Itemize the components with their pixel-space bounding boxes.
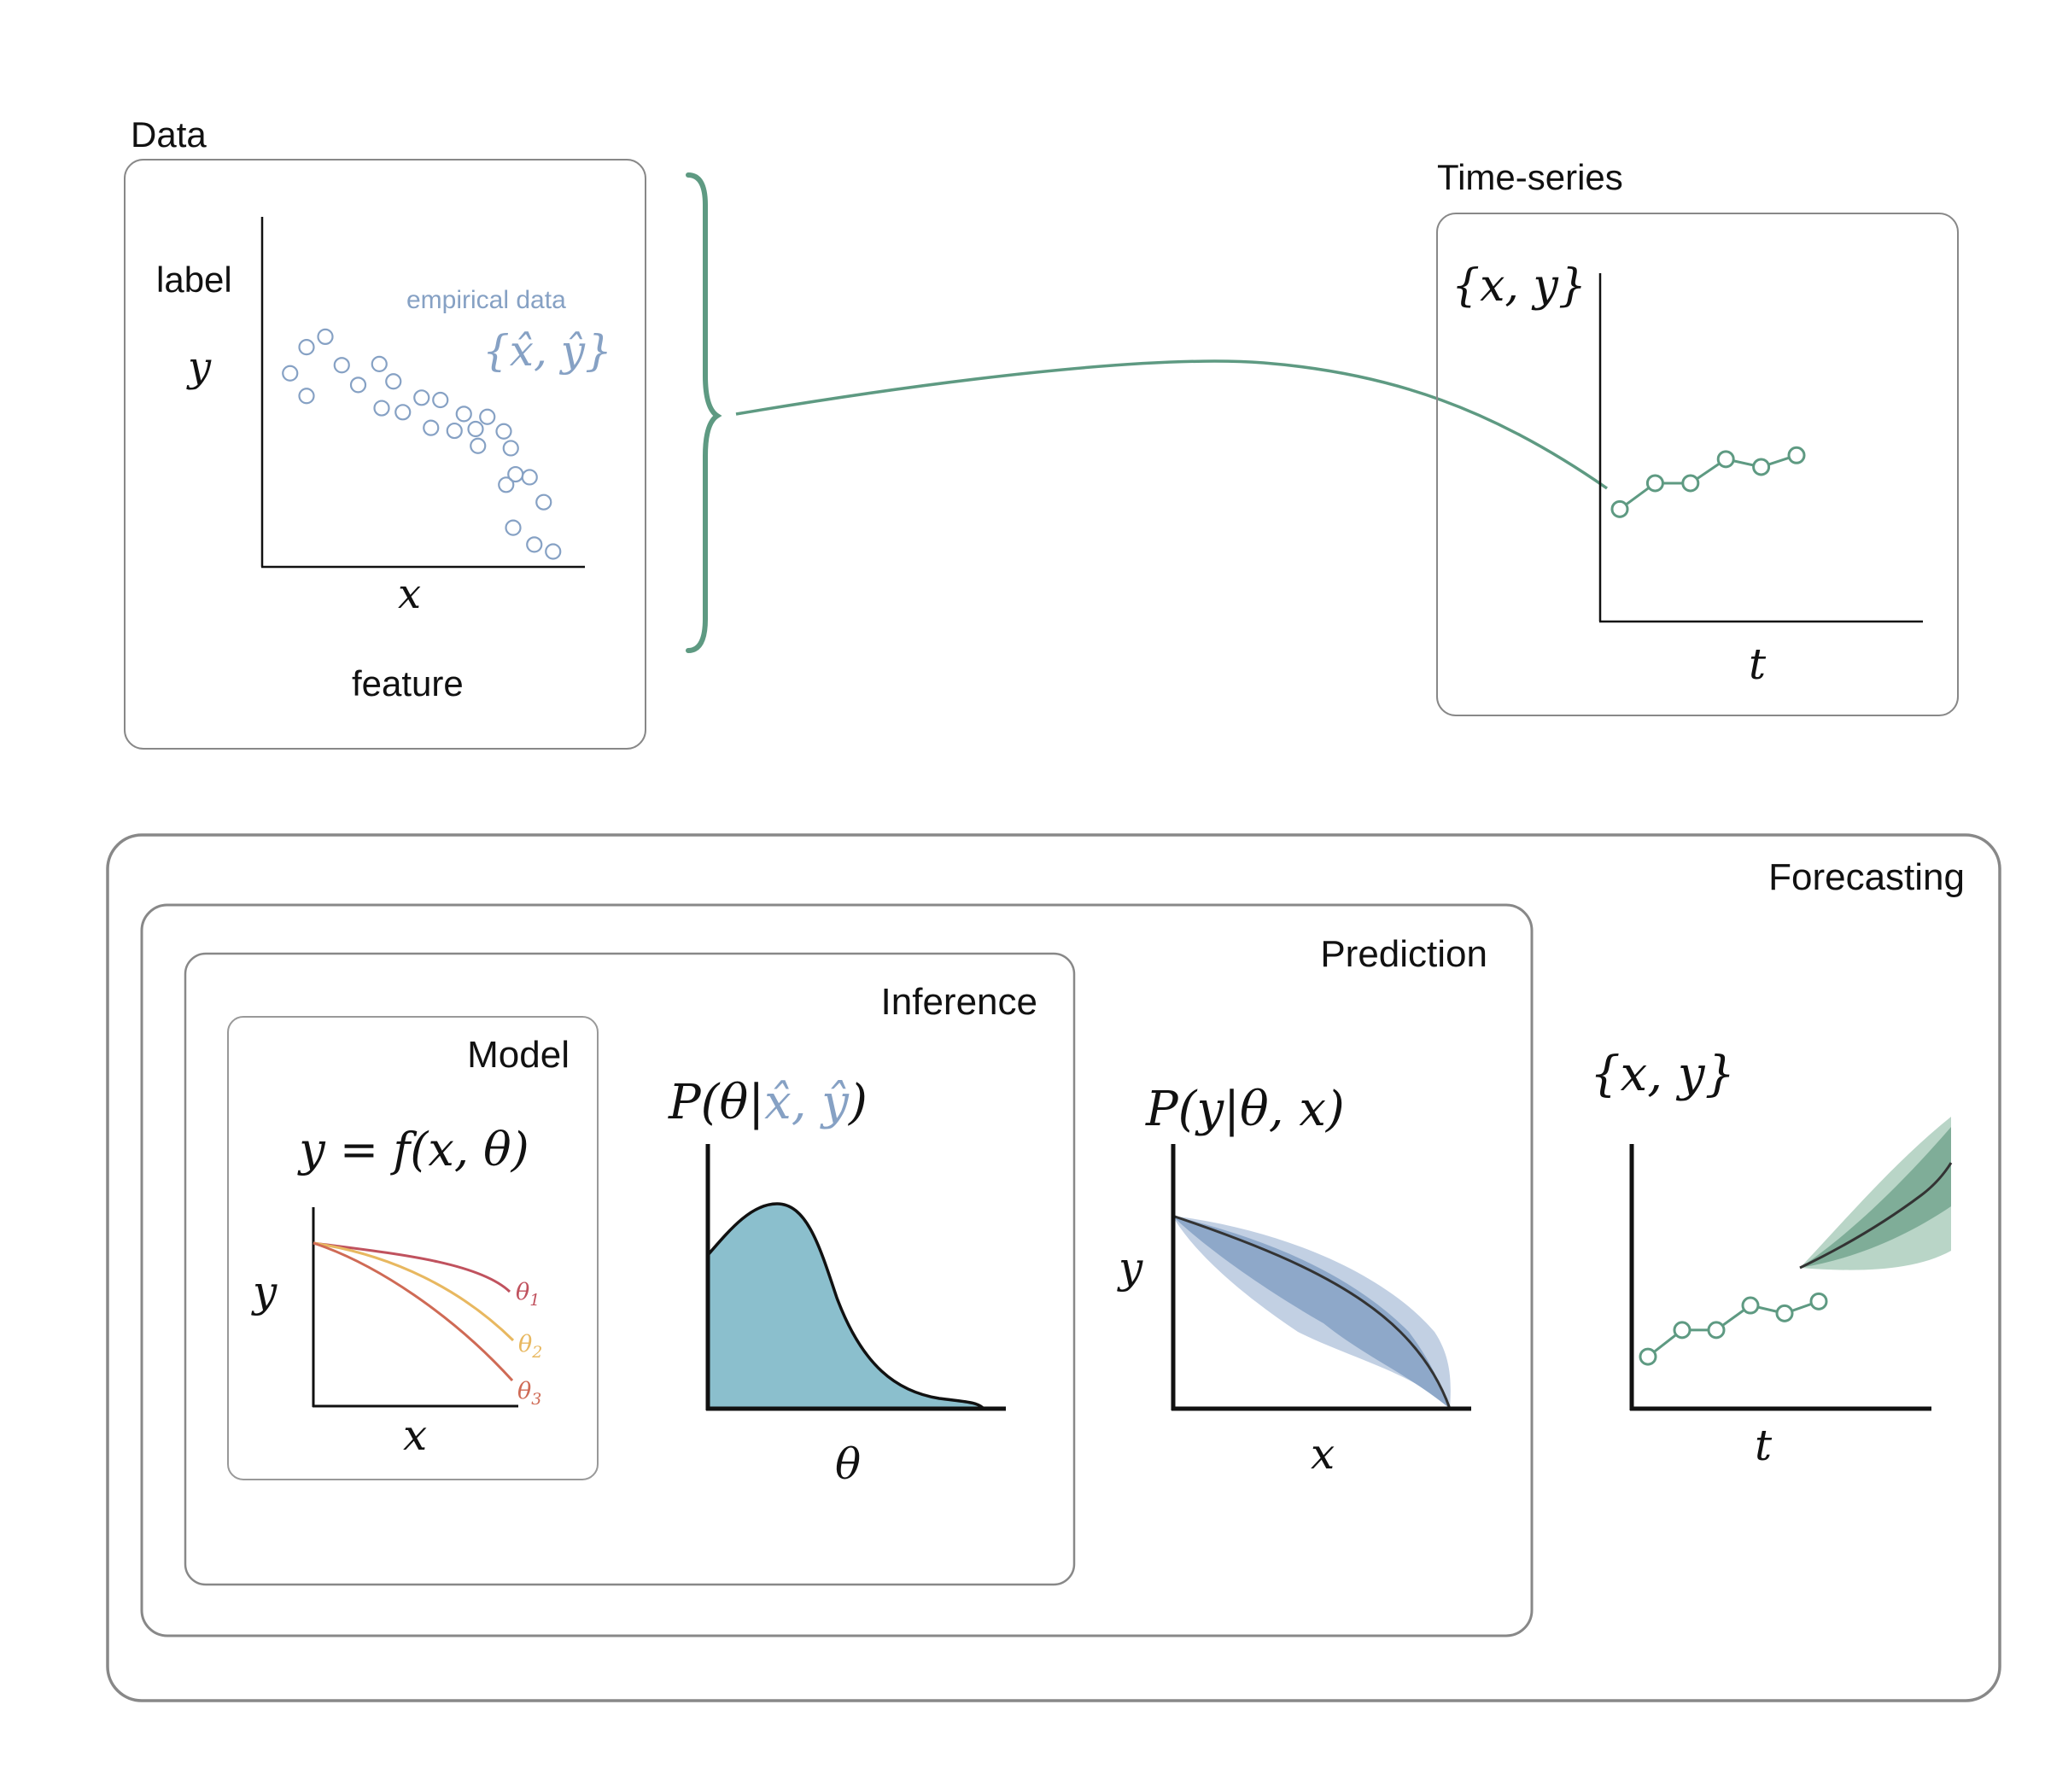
timeseries-series (1610, 446, 1806, 518)
data-point (385, 373, 402, 390)
timeseries-axes (1598, 273, 1923, 623)
inference-title: Inference (881, 981, 1037, 1023)
series-point (1645, 474, 1664, 493)
theta1-label: θ1 (516, 1279, 540, 1310)
data-axes (260, 217, 585, 569)
data-point (521, 469, 538, 486)
inference-panel-frame (184, 952, 1076, 1586)
series-point (1681, 474, 1700, 493)
model-curve-theta2 (313, 1241, 515, 1342)
prediction-axes (1171, 1144, 1471, 1411)
prediction-panel-frame (140, 903, 1534, 1637)
model-y-symbol: y (251, 1267, 278, 1316)
series-point (1716, 450, 1735, 469)
posterior-density (706, 1202, 987, 1410)
theta3-label: θ3 (517, 1378, 541, 1409)
data-point (298, 388, 315, 405)
forecasting-x-symbol: t (1755, 1421, 1773, 1470)
data-point (535, 493, 552, 511)
series-point (1673, 1321, 1692, 1340)
data-point (317, 328, 334, 345)
data-point (545, 543, 562, 560)
model-formula: y = f(x, θ) (297, 1123, 529, 1176)
forecasting-observed-series (1639, 1292, 1828, 1366)
curly-brace (686, 172, 722, 653)
data-scatter (282, 328, 562, 560)
data-point (432, 391, 449, 409)
data-point (446, 422, 463, 440)
forecasting-title: Forecasting (1768, 856, 1965, 898)
series-point (1775, 1304, 1794, 1322)
data-point (282, 365, 299, 382)
series-point (1639, 1347, 1657, 1366)
data-point (455, 406, 472, 423)
data-point (349, 376, 367, 394)
data-panel-frame (124, 159, 646, 750)
data-point (394, 404, 412, 421)
data-point (373, 400, 390, 417)
prediction-y-symbol: y (1117, 1243, 1143, 1293)
model-curve-theta3 (313, 1241, 514, 1382)
series-point (1610, 499, 1629, 518)
data-point (505, 519, 522, 536)
timeseries-title: Time-series (1437, 157, 1623, 197)
model-x-symbol: x (403, 1410, 427, 1460)
series-point (1752, 458, 1771, 476)
forecast-mean (1799, 1162, 1953, 1270)
series-point (1787, 446, 1806, 464)
forecasting-panel-frame (106, 833, 2001, 1702)
data-point (423, 419, 440, 436)
empirical-data-label: empirical data (406, 286, 566, 314)
model-panel-frame (227, 1016, 599, 1480)
data-point (371, 355, 388, 372)
data-x-name: feature (352, 663, 464, 703)
data-point (479, 408, 496, 425)
series-point (1707, 1321, 1726, 1340)
prediction-band-inner (1172, 1216, 1450, 1409)
timeseries-x-symbol: t (1749, 639, 1767, 689)
model-title: Model (467, 1034, 570, 1076)
theta2-label: θ2 (518, 1331, 542, 1362)
connector-line (735, 359, 1609, 490)
empirical-data-math: {x̂, ŷ} (482, 326, 612, 376)
forecasting-axes (1629, 1144, 1931, 1411)
prediction-title: Prediction (1320, 933, 1487, 975)
data-point (333, 357, 350, 374)
prediction-mean (1171, 1214, 1452, 1410)
inference-axes (705, 1144, 1006, 1411)
data-point (507, 465, 524, 483)
data-point (467, 420, 484, 438)
data-title: Data (131, 114, 207, 155)
prediction-x-symbol: x (1311, 1429, 1335, 1479)
series-point (1741, 1296, 1760, 1315)
inference-formula: P(θ|x̂, ŷ) (668, 1075, 868, 1130)
series-point (1809, 1292, 1828, 1310)
data-point (502, 440, 519, 457)
forecasting-y-symbol: {x, y} (1590, 1047, 1735, 1102)
data-y-name: label (156, 260, 232, 300)
model-curve-theta1 (313, 1241, 511, 1293)
forecast-band-inner (1800, 1127, 1951, 1268)
data-point (413, 389, 430, 406)
inference-x-symbol: θ (835, 1439, 861, 1489)
forecast-band-outer (1800, 1117, 1951, 1270)
timeseries-panel-frame (1436, 213, 1959, 716)
data-x-symbol: x (398, 570, 421, 618)
data-point (526, 536, 543, 553)
data-point (298, 339, 315, 356)
data-point (470, 437, 487, 454)
data-point (498, 476, 515, 493)
data-point (495, 423, 512, 440)
prediction-formula: P(y|θ, x) (1145, 1082, 1345, 1137)
timeseries-y-symbol: {x, y} (1452, 260, 1586, 312)
data-y-symbol: y (186, 343, 212, 391)
model-axes (312, 1207, 518, 1408)
